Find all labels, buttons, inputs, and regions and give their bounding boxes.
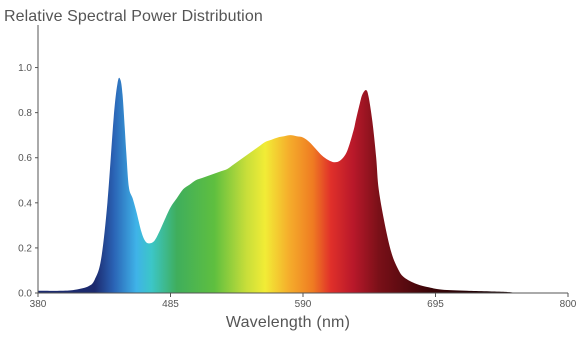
chart-title: Relative Spectral Power Distribution: [4, 8, 263, 25]
x-tick-label: 380: [30, 299, 47, 310]
axis-layer: 0.0 0.2 0.4 0.6 0.8 1.0 380 485 590 695 800: [18, 25, 576, 310]
y-tick-label: 0.8: [18, 108, 32, 119]
y-tick-label: 0.6: [18, 153, 32, 164]
x-tick-label: 485: [162, 299, 179, 310]
series-layer: [38, 77, 568, 293]
y-tick-label: 0.0: [18, 289, 32, 300]
x-tick-label: 590: [295, 299, 312, 310]
y-tick-label: 0.2: [18, 243, 32, 254]
x-axis-title: Wavelength (nm): [225, 314, 351, 331]
spectrum-area: [38, 77, 568, 293]
x-tick-label: 800: [560, 299, 576, 310]
y-tick-label: 1.0: [18, 63, 32, 74]
y-tick-label: 0.4: [18, 198, 32, 209]
x-tick-label: 695: [427, 299, 444, 310]
